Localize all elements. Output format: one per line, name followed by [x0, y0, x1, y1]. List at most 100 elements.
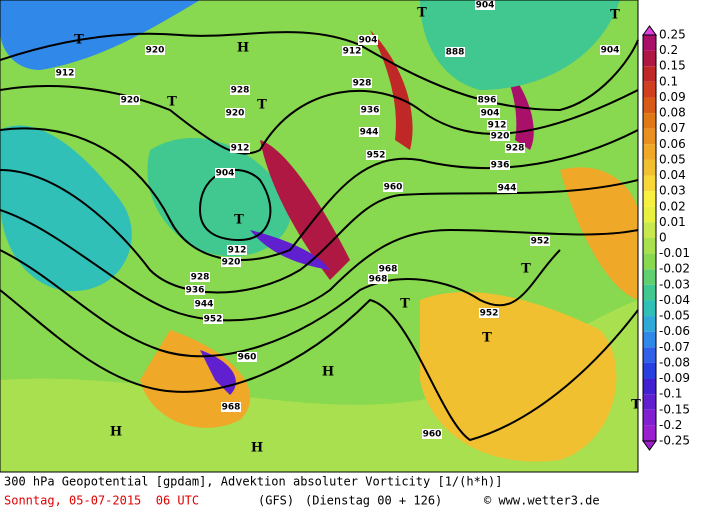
colorbar-segment	[643, 425, 656, 441]
colorbar-label: -0.05	[659, 309, 690, 323]
colorbar-segment	[643, 253, 656, 270]
pressure-center: T	[482, 331, 492, 346]
pressure-center: T	[521, 262, 531, 277]
field	[370, 30, 413, 150]
colorbar-label: 0.1	[659, 74, 678, 88]
contour-label-box	[530, 236, 550, 246]
contour-label: 952	[531, 237, 550, 247]
pressure-center: T	[400, 297, 410, 312]
colorbar-label: 0.05	[659, 152, 686, 166]
contour-label-box	[445, 47, 465, 57]
contour-label-box	[378, 264, 398, 274]
colorbar-segment	[643, 97, 656, 114]
colorbar-segment	[643, 409, 656, 426]
contour-label-box	[215, 168, 235, 178]
contour-label-box	[230, 85, 250, 95]
colorbar-label: 0.01	[659, 215, 686, 229]
contour-label-box	[55, 68, 75, 78]
colorbar-label: -0.03	[659, 277, 690, 291]
contour-label: 912	[231, 144, 250, 154]
contour-label: 936	[361, 106, 380, 116]
contour-label-box	[368, 274, 388, 284]
colorbar-label: -0.01	[659, 246, 690, 260]
colorbar-segment	[643, 362, 656, 379]
field	[0, 125, 132, 292]
contour-label-box	[600, 45, 620, 55]
contour-label: 920	[226, 109, 245, 119]
contour-label: 952	[480, 309, 499, 319]
colorbar-label: 0.15	[659, 59, 686, 73]
contour-label-box	[480, 108, 500, 118]
contour-label: 952	[204, 315, 223, 325]
colorbar-label: -0.09	[659, 371, 690, 385]
pressure-center: H	[251, 441, 263, 456]
contour-label-box	[479, 308, 499, 318]
contour-label-box	[490, 160, 510, 170]
colorbar-segment	[643, 175, 656, 192]
contour-label: 952	[367, 151, 386, 161]
contour-line	[0, 85, 639, 155]
contour-label-box	[230, 143, 250, 153]
map-labels: 9129209209289209129049129209289369449529…	[55, 0, 641, 456]
contour-label-box	[487, 120, 507, 130]
contour-label-box	[497, 183, 517, 193]
contour-label-box	[120, 95, 140, 105]
contour-label-box	[342, 46, 362, 56]
contour-label-box	[185, 285, 205, 295]
colorbar: 0.250.2 0.150.1 0.09 0.080.07 0.060.05 0.04 0.…	[642, 25, 690, 451]
colorbar-segment	[643, 269, 656, 285]
colorbar-segment	[643, 316, 656, 332]
footer-source: © www.wetter3.de	[484, 494, 600, 508]
colorbar-label: 0.09	[659, 90, 686, 104]
contour-label-box	[145, 45, 165, 55]
contour-label: 944	[360, 128, 379, 138]
field	[420, 0, 620, 90]
contour-label: 904	[476, 1, 495, 11]
contour-label-box	[358, 35, 378, 45]
colorbar-segment	[643, 238, 656, 254]
colorbar-segment	[643, 128, 656, 145]
footer: 300 hPa Geopotential [gpdam], Advektion …	[0, 471, 638, 508]
colorbar-segment	[643, 206, 656, 223]
contour-label-box	[194, 299, 214, 309]
contour-label-box	[475, 0, 495, 10]
contour-label: 896	[478, 96, 497, 106]
colorbar-segment	[643, 81, 656, 98]
contour-label: 920	[491, 132, 510, 142]
colorbar-label: 0.04	[659, 168, 686, 182]
contour-label: 920	[222, 258, 241, 268]
contour-label: 944	[195, 300, 214, 310]
contour-label-box	[237, 352, 257, 362]
contour-label: 912	[488, 121, 507, 131]
pressure-center: H	[237, 41, 249, 56]
colorbar-label: 0.25	[659, 28, 686, 42]
contour-label: 928	[506, 144, 525, 154]
colorbar-label: -0.02	[659, 262, 690, 276]
contour-label: 960	[384, 183, 403, 193]
colorbar-segment	[643, 394, 656, 410]
pressure-center: H	[110, 425, 122, 440]
colorbar-label: -0.25	[659, 434, 690, 448]
contour-label-box	[477, 95, 497, 105]
contour-label: 928	[231, 86, 250, 96]
contour-label-box	[227, 245, 247, 255]
colorbar-segment	[643, 347, 656, 363]
contour-label: 888	[446, 48, 465, 58]
contour-label-box	[505, 143, 525, 153]
contour-label: 920	[121, 96, 140, 106]
colorbar-label: 0.07	[659, 121, 686, 135]
contour-label: 904	[601, 46, 620, 56]
footer-model: (GFS)	[258, 494, 294, 508]
contour-label-box	[383, 182, 403, 192]
contour-label: 904	[359, 36, 378, 46]
colorbar-label: -0.2	[659, 418, 682, 432]
contours	[0, 31, 639, 442]
contour-line	[0, 209, 639, 322]
contour-label-box	[360, 105, 380, 115]
contour-label: 936	[491, 161, 510, 171]
colorbar-label: -0.08	[659, 355, 690, 369]
field	[420, 291, 617, 462]
contour-label: 912	[228, 246, 247, 256]
pressure-center: T	[631, 398, 641, 413]
colorbar-segment	[643, 300, 656, 317]
